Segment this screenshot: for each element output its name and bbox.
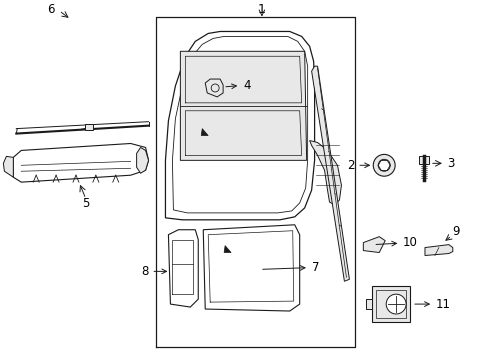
- Bar: [85, 124, 93, 130]
- Polygon shape: [172, 36, 308, 213]
- Bar: [419, 156, 429, 164]
- Polygon shape: [201, 129, 208, 136]
- Circle shape: [386, 294, 406, 314]
- Bar: [367, 299, 372, 309]
- Bar: [372, 286, 410, 322]
- Text: 5: 5: [82, 198, 90, 211]
- Circle shape: [378, 159, 390, 171]
- Polygon shape: [203, 225, 300, 311]
- Polygon shape: [425, 244, 453, 256]
- Text: 3: 3: [447, 157, 454, 170]
- Text: 6: 6: [48, 3, 55, 16]
- Text: 7: 7: [263, 261, 319, 274]
- Polygon shape: [310, 140, 342, 205]
- Text: 10: 10: [376, 236, 418, 249]
- Polygon shape: [224, 246, 231, 252]
- Text: 11: 11: [415, 298, 451, 311]
- Text: 9: 9: [452, 225, 459, 238]
- Polygon shape: [13, 144, 148, 182]
- Text: 1: 1: [258, 3, 266, 16]
- Polygon shape: [180, 51, 307, 160]
- Polygon shape: [205, 79, 223, 97]
- Polygon shape: [137, 148, 148, 173]
- Polygon shape: [312, 66, 349, 281]
- Polygon shape: [363, 237, 385, 252]
- Text: 4: 4: [226, 78, 250, 91]
- Polygon shape: [3, 156, 13, 177]
- Polygon shape: [169, 230, 198, 307]
- Polygon shape: [166, 31, 315, 220]
- Text: 8: 8: [141, 265, 167, 278]
- Text: 2: 2: [347, 159, 369, 172]
- Bar: [376, 290, 406, 318]
- Circle shape: [373, 154, 395, 176]
